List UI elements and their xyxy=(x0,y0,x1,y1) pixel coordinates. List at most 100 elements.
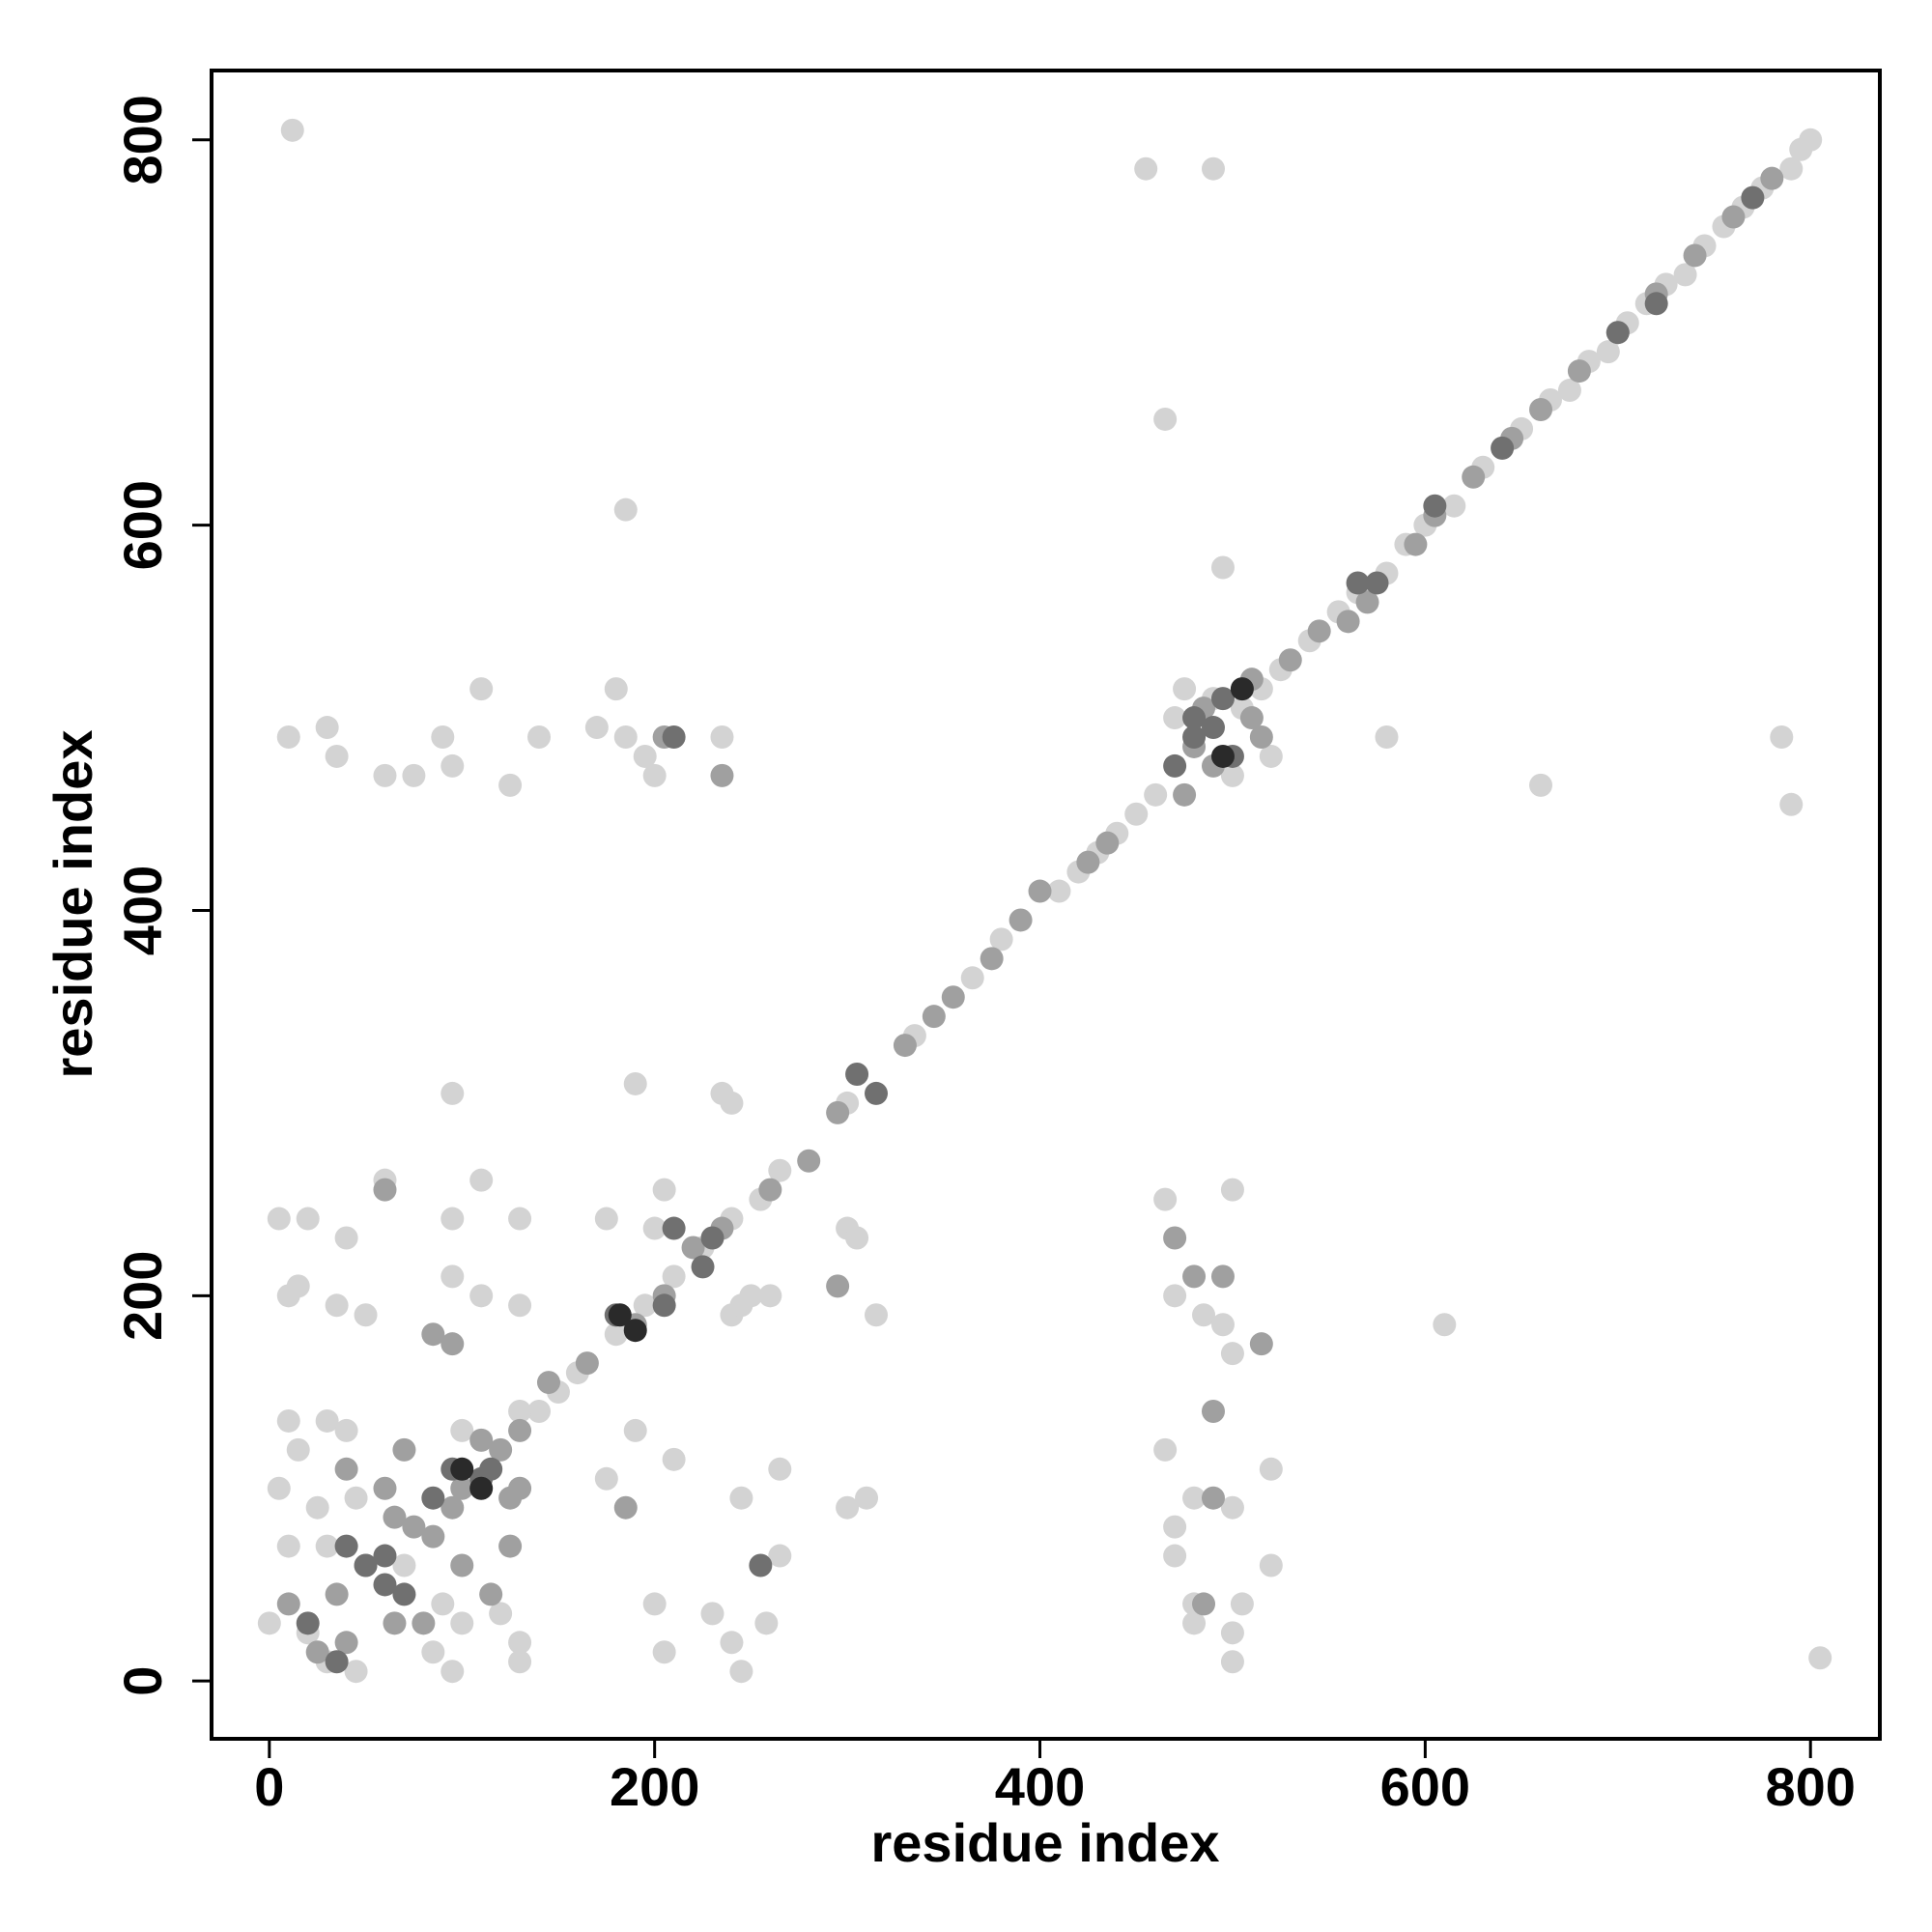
point xyxy=(652,1293,676,1318)
point xyxy=(440,1264,465,1289)
point xyxy=(922,1005,946,1029)
point xyxy=(1365,571,1389,595)
point xyxy=(392,1437,416,1462)
point xyxy=(1375,725,1399,750)
point xyxy=(334,1631,358,1655)
point xyxy=(1259,1553,1283,1577)
point xyxy=(536,1371,560,1395)
point xyxy=(1173,782,1197,807)
point xyxy=(1009,908,1033,932)
point xyxy=(1673,263,1697,287)
point xyxy=(768,1158,792,1182)
y-tick-label: 200 xyxy=(112,1251,173,1341)
point xyxy=(960,966,984,990)
point xyxy=(1307,619,1331,643)
point xyxy=(373,1544,397,1568)
point xyxy=(1789,137,1813,161)
point xyxy=(768,1544,792,1568)
point xyxy=(325,1650,349,1674)
point xyxy=(383,1611,407,1635)
point xyxy=(1210,1264,1235,1289)
point xyxy=(334,1457,358,1481)
point xyxy=(1134,156,1158,181)
point xyxy=(1462,465,1486,489)
point xyxy=(440,1495,465,1520)
point xyxy=(1220,763,1244,787)
point xyxy=(1596,340,1620,364)
point xyxy=(1249,1332,1273,1356)
point xyxy=(826,1274,850,1298)
point xyxy=(1153,1187,1178,1211)
point xyxy=(710,763,734,787)
point xyxy=(1047,879,1071,903)
point xyxy=(633,744,657,768)
point xyxy=(623,1418,647,1442)
point xyxy=(257,1611,281,1635)
point xyxy=(720,1631,744,1655)
point xyxy=(305,1640,329,1664)
point xyxy=(276,1592,300,1616)
point xyxy=(276,1534,300,1558)
point xyxy=(440,1081,465,1105)
point xyxy=(1259,744,1283,768)
point xyxy=(1779,156,1804,181)
point xyxy=(373,763,397,787)
point xyxy=(1210,687,1235,711)
point xyxy=(1683,243,1707,268)
point xyxy=(315,1408,339,1433)
point xyxy=(1557,379,1581,403)
point xyxy=(797,1149,821,1173)
point xyxy=(508,1631,532,1655)
point xyxy=(354,1303,378,1327)
point xyxy=(1163,753,1187,778)
point xyxy=(1278,648,1302,672)
point xyxy=(392,1582,416,1606)
point xyxy=(1163,1226,1187,1250)
point xyxy=(845,1062,869,1086)
point xyxy=(373,1573,397,1597)
point xyxy=(1721,205,1746,229)
point xyxy=(469,1168,494,1192)
point xyxy=(296,1207,320,1231)
point xyxy=(604,677,628,701)
point xyxy=(855,1486,879,1510)
point xyxy=(681,1236,705,1260)
point xyxy=(1076,850,1100,874)
point xyxy=(1182,706,1207,730)
point xyxy=(315,716,339,740)
point xyxy=(402,1515,426,1539)
point xyxy=(594,1466,618,1491)
point xyxy=(334,1418,358,1442)
point xyxy=(633,1293,657,1318)
point xyxy=(662,1264,686,1289)
point xyxy=(575,1351,599,1376)
point xyxy=(662,1447,686,1471)
point xyxy=(450,1418,474,1442)
point xyxy=(608,1303,632,1327)
point xyxy=(1192,1303,1216,1327)
point xyxy=(613,1495,638,1520)
point xyxy=(826,1100,850,1124)
x-tick-label: 0 xyxy=(254,1756,284,1817)
point xyxy=(1529,773,1553,797)
point xyxy=(1163,1544,1187,1568)
point xyxy=(1192,1592,1216,1616)
point xyxy=(613,497,638,522)
point xyxy=(1529,397,1553,421)
point xyxy=(421,1486,445,1510)
point xyxy=(1336,610,1360,634)
point xyxy=(315,1534,339,1558)
point xyxy=(662,725,686,750)
point xyxy=(450,1611,474,1635)
point xyxy=(642,763,667,787)
point xyxy=(1220,1650,1244,1674)
point xyxy=(469,1428,494,1452)
point xyxy=(584,716,609,740)
point xyxy=(325,744,349,768)
point xyxy=(729,1660,753,1684)
point xyxy=(1404,532,1428,556)
point xyxy=(450,1476,474,1500)
point xyxy=(267,1207,291,1231)
point xyxy=(296,1611,320,1635)
